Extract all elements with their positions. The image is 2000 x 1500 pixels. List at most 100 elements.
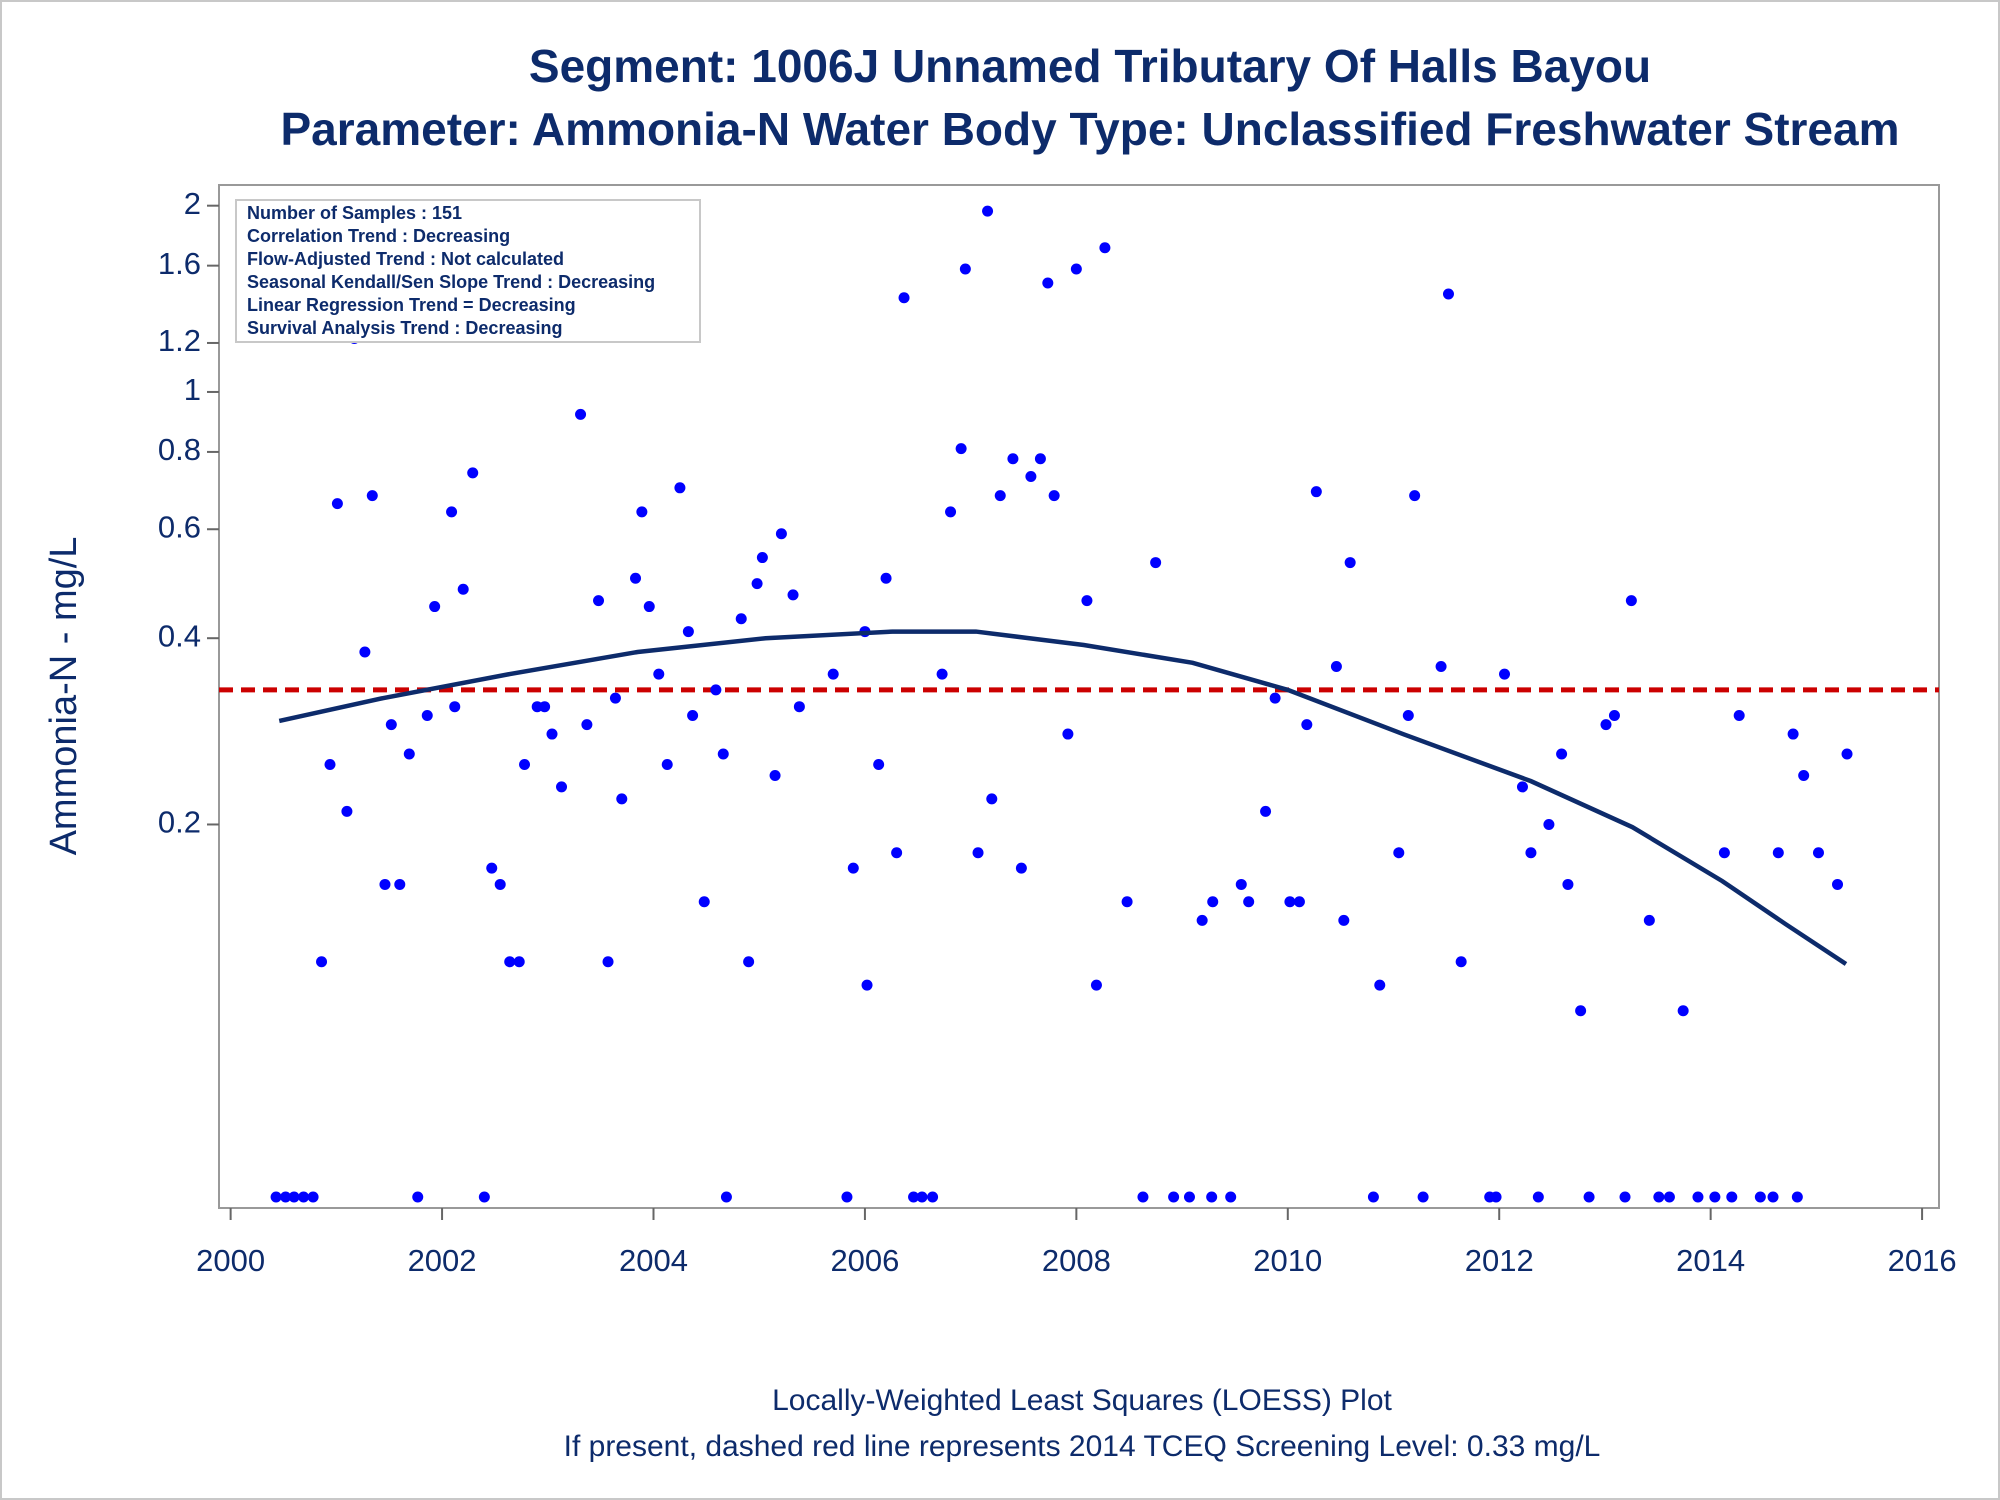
data-point [1709, 1191, 1721, 1203]
y-tick-label: 1.6 [158, 246, 201, 281]
y-tick-label: 2 [184, 186, 201, 221]
data-point [1367, 1191, 1379, 1203]
data-point [1417, 1191, 1429, 1203]
data-point [1034, 453, 1046, 465]
inset-box [235, 199, 701, 343]
data-point [982, 205, 994, 217]
y-tick-label: 0.8 [158, 432, 201, 467]
data-point [288, 1191, 300, 1203]
chart-subtitle: Parameter: Ammonia-N Water Body Type: Un… [281, 103, 1900, 155]
data-point [1090, 979, 1102, 991]
data-point [421, 710, 433, 722]
data-point [674, 482, 686, 494]
data-point [735, 613, 747, 625]
data-point [908, 1191, 920, 1203]
data-point [280, 1191, 292, 1203]
data-point [1015, 862, 1027, 874]
data-point [927, 1191, 939, 1203]
data-point [717, 748, 729, 760]
data-point [827, 668, 839, 680]
data-point [955, 443, 967, 455]
data-point [1225, 1191, 1237, 1203]
data-point [331, 498, 343, 510]
y-axis-label: Ammonia-N - mg/L [43, 537, 85, 856]
data-point [412, 1191, 424, 1203]
data-point [1137, 1191, 1149, 1203]
data-point [1490, 1191, 1502, 1203]
data-point [494, 878, 506, 890]
data-point [630, 572, 642, 584]
data-point [593, 595, 605, 607]
data-point [298, 1191, 310, 1203]
data-point [1583, 1191, 1595, 1203]
data-point [1575, 1005, 1587, 1017]
footnote: If present, dashed red line represents 2… [564, 1430, 1601, 1463]
y-tick-label: 0.6 [158, 509, 201, 544]
data-point [486, 862, 498, 874]
data-point [1767, 1191, 1779, 1203]
data-point [602, 956, 614, 968]
data-point [1183, 1191, 1195, 1203]
footnote: Locally-Weighted Least Squares (LOESS) P… [772, 1384, 1392, 1417]
data-point [775, 528, 787, 540]
data-point [449, 701, 461, 713]
data-point [394, 878, 406, 890]
data-point [1269, 692, 1281, 704]
inset-text: Flow-Adjusted Trend : Not calculated [247, 249, 564, 269]
data-point [1798, 769, 1810, 781]
data-point [1207, 896, 1219, 908]
data-point [478, 1191, 490, 1203]
data-point [546, 728, 558, 740]
x-tick-label: 2002 [408, 1243, 477, 1278]
data-point [1832, 878, 1844, 890]
data-point [1301, 719, 1313, 731]
data-point [710, 684, 722, 696]
data-point [898, 292, 910, 304]
data-point [446, 506, 458, 518]
data-point [880, 572, 892, 584]
x-tick-label: 2008 [1042, 1243, 1111, 1278]
data-point [698, 896, 710, 908]
data-point [467, 467, 479, 479]
data-point [575, 408, 587, 420]
data-point [1812, 847, 1824, 859]
data-point [1007, 453, 1019, 465]
data-point [1330, 661, 1342, 673]
data-point [1499, 668, 1511, 680]
data-point [1733, 710, 1745, 722]
data-point [1619, 1191, 1631, 1203]
y-tick-label: 0.2 [158, 805, 201, 840]
data-point [1293, 896, 1305, 908]
x-tick-label: 2004 [619, 1243, 688, 1278]
data-point [1692, 1191, 1704, 1203]
data-point [1338, 914, 1350, 926]
data-point [341, 805, 353, 817]
x-tick-label: 2006 [830, 1243, 899, 1278]
data-point [457, 583, 469, 595]
data-point [324, 759, 336, 771]
data-point [1099, 242, 1111, 254]
data-point [1525, 847, 1537, 859]
data-point [793, 701, 805, 713]
data-point [1754, 1191, 1766, 1203]
data-point [1402, 710, 1414, 722]
x-tick-label: 2016 [1888, 1243, 1957, 1278]
data-point [307, 1191, 319, 1203]
data-point [403, 748, 415, 760]
data-point [1310, 486, 1322, 498]
data-point [1677, 1005, 1689, 1017]
data-point [743, 956, 755, 968]
data-point [720, 1191, 732, 1203]
data-point [1772, 847, 1784, 859]
y-tick-label: 0.4 [158, 618, 201, 653]
loess-line [278, 629, 1848, 966]
y-tick-label: 1.2 [158, 323, 201, 358]
data-point [1081, 595, 1093, 607]
data-point [1516, 781, 1528, 793]
data-point [1393, 847, 1405, 859]
data-point [661, 759, 673, 771]
data-point [556, 781, 568, 793]
data-point [1070, 263, 1082, 275]
data-point [891, 847, 903, 859]
